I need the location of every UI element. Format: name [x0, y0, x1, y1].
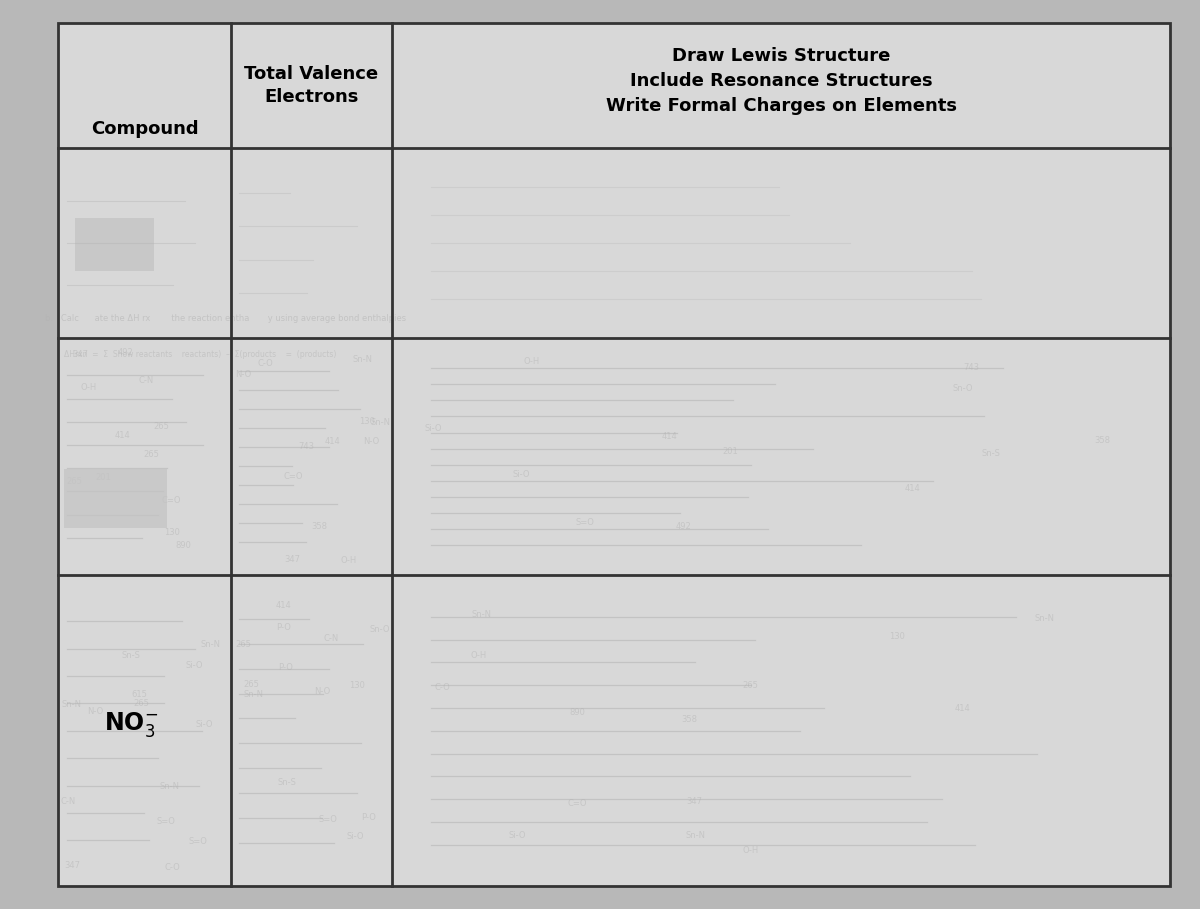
Text: 890: 890 — [175, 542, 191, 551]
Text: C-N: C-N — [138, 376, 154, 385]
Text: Compound: Compound — [91, 120, 198, 137]
Text: C-O: C-O — [434, 684, 450, 693]
Text: P-O: P-O — [276, 623, 292, 632]
Bar — [64, 468, 167, 528]
Text: Sn-S: Sn-S — [278, 778, 296, 787]
Text: 130: 130 — [349, 681, 366, 690]
Text: b.   Calc      ate the ΔH rx        the reaction entha       y using average bon: b. Calc ate the ΔH rx the reaction entha… — [44, 314, 406, 323]
Text: P-O: P-O — [361, 813, 376, 822]
Text: Sn-O: Sn-O — [952, 385, 973, 394]
Text: 358: 358 — [1094, 436, 1110, 445]
Text: C-O: C-O — [258, 359, 274, 367]
Text: Sn-N: Sn-N — [472, 610, 491, 619]
Text: Sn-O: Sn-O — [370, 625, 390, 634]
Text: 743: 743 — [299, 442, 314, 451]
Text: N-O: N-O — [314, 686, 330, 695]
Text: 265: 265 — [244, 680, 259, 689]
Text: 414: 414 — [275, 601, 292, 610]
Text: 130: 130 — [359, 416, 374, 425]
Text: 347: 347 — [72, 350, 89, 359]
Text: P-O: P-O — [278, 663, 293, 672]
Text: O-H: O-H — [743, 846, 758, 855]
Text: Sn-N: Sn-N — [160, 782, 180, 791]
Text: N-O: N-O — [86, 707, 103, 716]
Text: 492: 492 — [676, 522, 691, 531]
Text: 347: 347 — [284, 554, 300, 564]
Text: 265: 265 — [235, 640, 251, 649]
Text: N-O: N-O — [235, 370, 251, 379]
Text: C-N: C-N — [61, 797, 76, 806]
Text: Sn-N: Sn-N — [1034, 614, 1055, 623]
Text: S=O: S=O — [318, 814, 337, 824]
Text: Si-O: Si-O — [196, 720, 214, 729]
Text: O-H: O-H — [523, 357, 539, 366]
Text: ΔHrxn  =  Σ  Show reactants    reactants)  –  Σ(products    =  (products): ΔHrxn = Σ Show reactants reactants) – Σ(… — [64, 350, 336, 359]
Text: 890: 890 — [569, 708, 584, 717]
Text: Sn-S: Sn-S — [121, 651, 140, 660]
Text: C=O: C=O — [283, 472, 302, 481]
Text: 130: 130 — [889, 632, 906, 641]
Text: S=O: S=O — [156, 817, 175, 825]
Text: Si-O: Si-O — [509, 831, 526, 840]
Text: 201: 201 — [722, 447, 738, 456]
Text: C-O: C-O — [164, 864, 180, 873]
Bar — [74, 218, 155, 272]
Text: 414: 414 — [954, 704, 970, 713]
Text: Si-O: Si-O — [425, 425, 442, 433]
Text: O-H: O-H — [341, 556, 356, 564]
Text: S=O: S=O — [188, 837, 208, 846]
Text: 492: 492 — [118, 347, 133, 356]
Text: Sn-N: Sn-N — [685, 831, 706, 840]
Text: 265: 265 — [143, 451, 158, 459]
Text: Si-O: Si-O — [512, 470, 529, 479]
Text: 347: 347 — [65, 861, 80, 870]
Text: Draw Lewis Structure
Include Resonance Structures
Write Formal Charges on Elemen: Draw Lewis Structure Include Resonance S… — [606, 47, 956, 115]
Text: 130: 130 — [164, 528, 180, 537]
Text: 615: 615 — [131, 690, 148, 699]
Text: 201: 201 — [95, 474, 112, 483]
Text: N-O: N-O — [364, 437, 379, 446]
Text: Sn-N: Sn-N — [61, 701, 82, 710]
Text: 358: 358 — [682, 715, 697, 724]
Text: Sn-N: Sn-N — [353, 355, 372, 364]
Text: NO$_3^{-}$: NO$_3^{-}$ — [103, 710, 157, 739]
Text: Sn-N: Sn-N — [200, 640, 220, 649]
Text: 265: 265 — [133, 699, 149, 708]
Text: 414: 414 — [115, 431, 131, 440]
Text: 414: 414 — [324, 437, 340, 446]
Text: 265: 265 — [742, 682, 758, 690]
Text: Sn-N: Sn-N — [244, 690, 264, 699]
Text: Total Valence
Electrons: Total Valence Electrons — [245, 65, 378, 106]
Text: 265: 265 — [154, 422, 169, 431]
Text: Sn-N: Sn-N — [371, 418, 391, 426]
Text: C=O: C=O — [162, 495, 181, 504]
Text: C-N: C-N — [323, 634, 338, 643]
Text: 414: 414 — [661, 433, 678, 442]
Text: 414: 414 — [905, 484, 920, 493]
Text: 743: 743 — [964, 363, 979, 372]
Text: S=O: S=O — [576, 518, 595, 527]
Text: Sn-S: Sn-S — [982, 449, 1001, 458]
Text: O-H: O-H — [80, 383, 97, 392]
Text: C=O: C=O — [568, 799, 587, 807]
Text: Si-O: Si-O — [347, 833, 364, 842]
Text: O-H: O-H — [470, 651, 487, 660]
Text: 347: 347 — [686, 797, 703, 806]
Text: 265: 265 — [67, 476, 83, 485]
Text: 358: 358 — [311, 522, 328, 531]
Text: Si-O: Si-O — [186, 661, 203, 670]
